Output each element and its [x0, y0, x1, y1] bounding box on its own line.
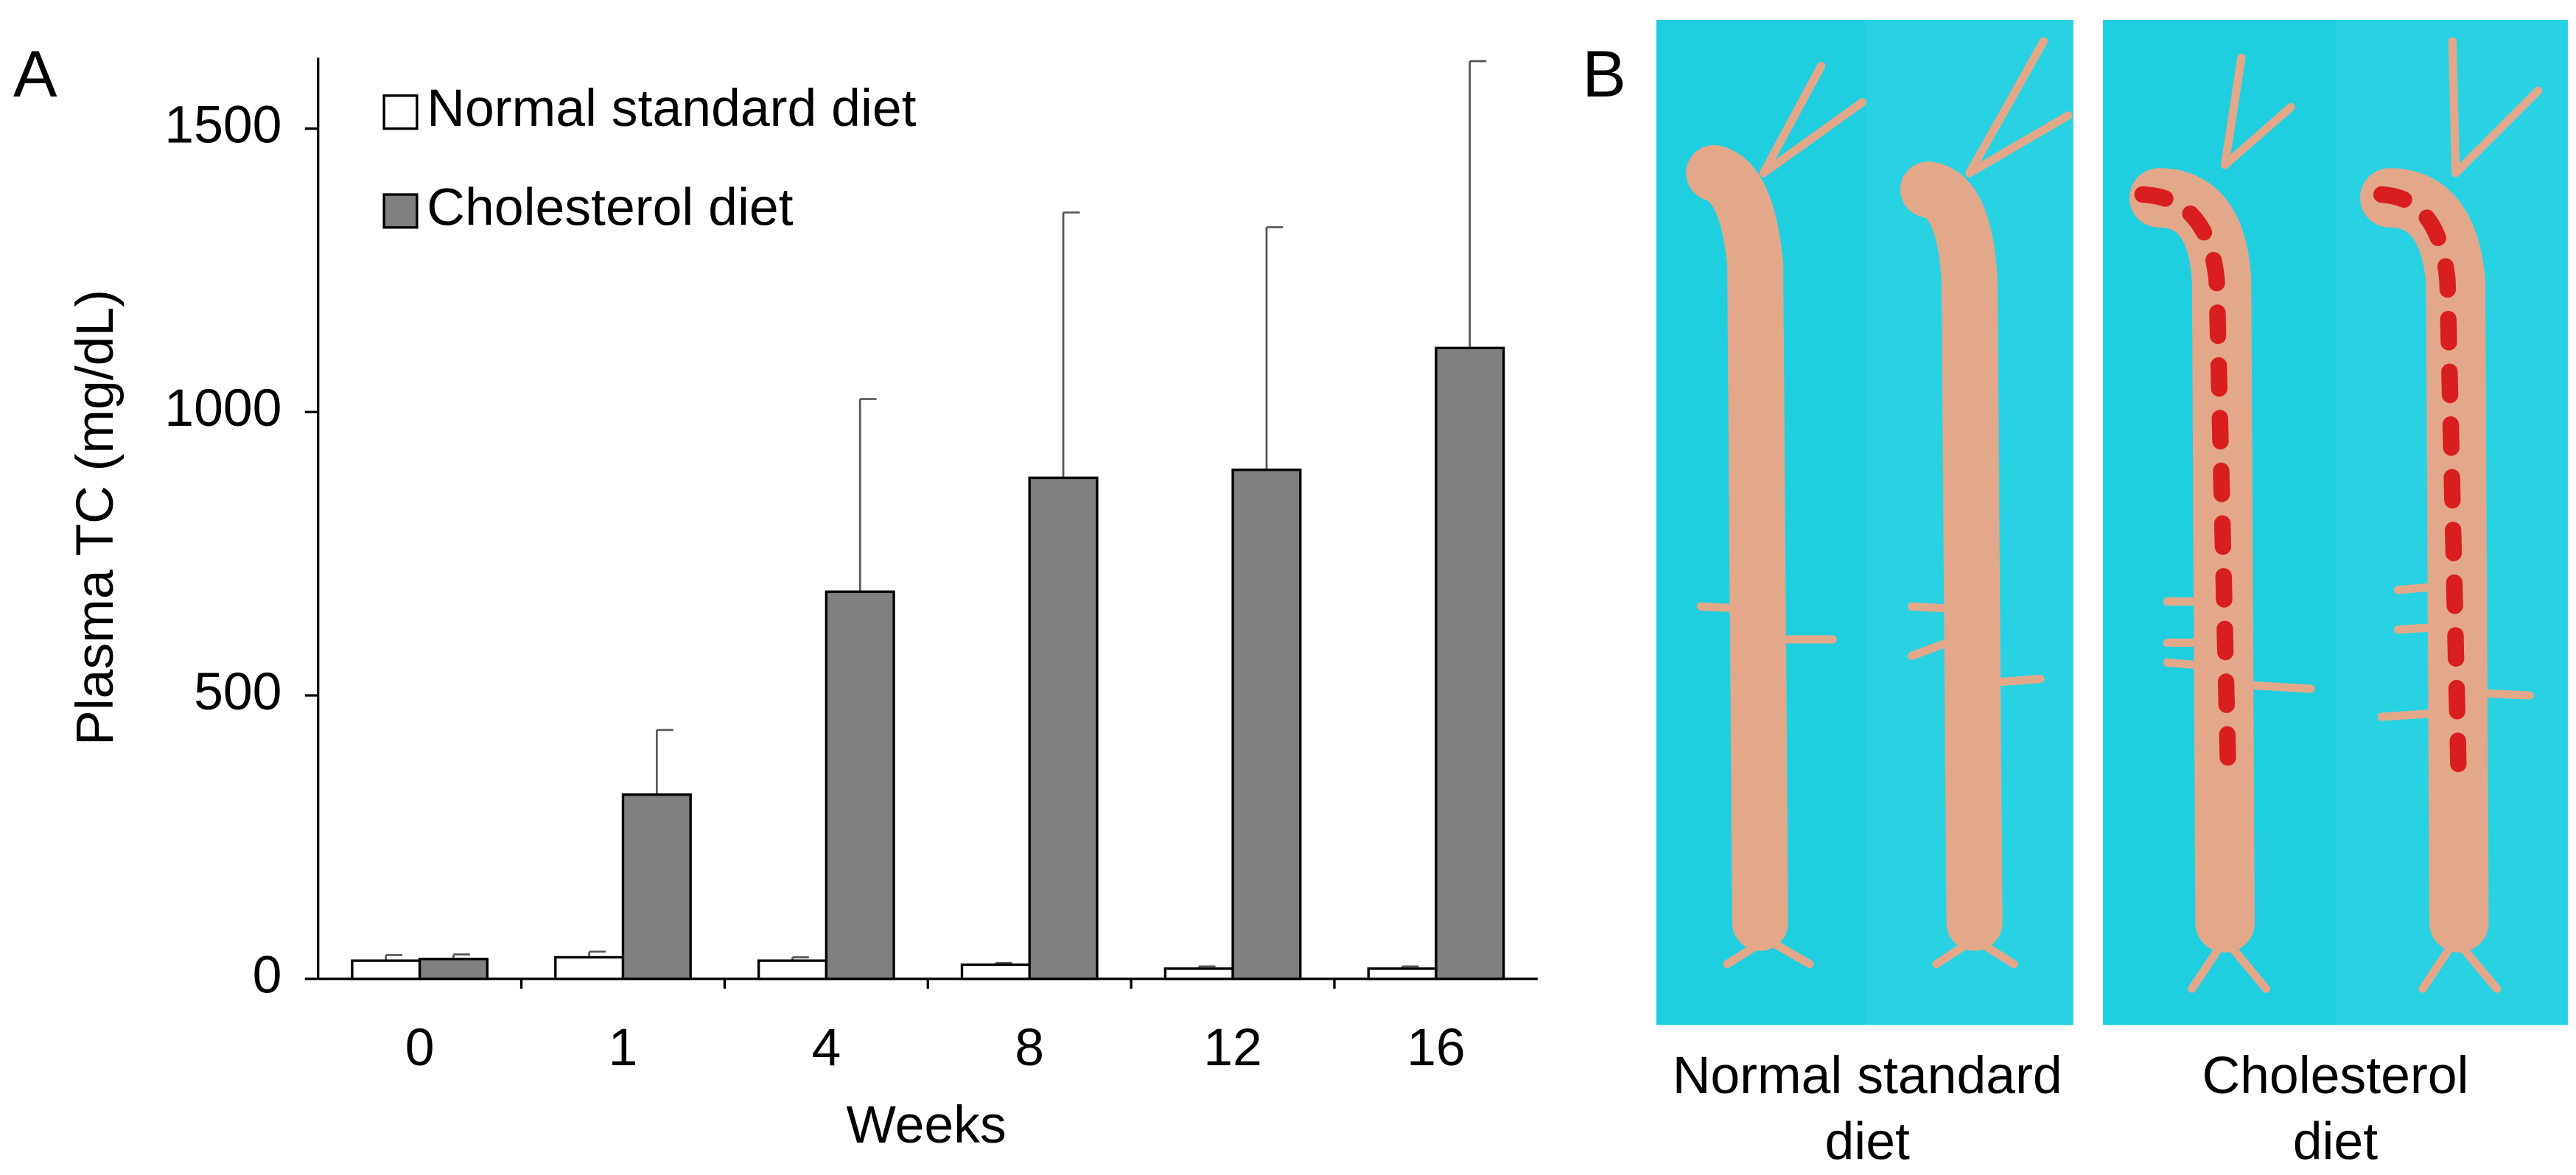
y-tick-label: 0 [253, 946, 282, 1005]
x-tick-label: 0 [405, 1018, 435, 1077]
bar [1231, 469, 1302, 981]
caption: Cholesterol [2202, 1046, 2468, 1105]
x-tick-label: 1 [609, 1018, 638, 1077]
legend-label: Normal standard diet [427, 79, 916, 138]
caption: diet [1825, 1112, 1910, 1171]
bar [825, 590, 895, 981]
caption: diet [2293, 1112, 2378, 1171]
bar [351, 959, 421, 981]
aorta-photos [1656, 19, 2568, 1025]
x-axis-label: Weeks [846, 1095, 1006, 1154]
x-tick-label: 8 [1015, 1018, 1044, 1077]
x-tick-label: 12 [1203, 1018, 1262, 1077]
y-axis-label: Plasma TC (mg/dL) [66, 290, 125, 746]
bar [1367, 967, 1438, 981]
legend-label: Cholesterol diet [427, 178, 793, 236]
bar [757, 959, 828, 981]
legend-swatch [382, 94, 419, 130]
bar [1435, 346, 1505, 981]
bar [1163, 967, 1234, 981]
y-tick-label: 1500 [164, 95, 281, 154]
bar [621, 793, 692, 981]
y-tick-label: 1000 [164, 379, 281, 438]
bar [418, 958, 489, 981]
x-tick-label: 4 [811, 1018, 841, 1077]
legend-swatch [382, 193, 419, 229]
aorta [1686, 37, 2543, 993]
panel-label: B [1582, 37, 1626, 111]
bar [960, 963, 1031, 981]
x-tick-label: 16 [1407, 1018, 1466, 1077]
panel-label: A [13, 37, 57, 111]
y-tick-label: 500 [194, 662, 281, 721]
bar [554, 955, 625, 981]
caption: Normal standard [1673, 1046, 2062, 1105]
bar [1028, 476, 1099, 981]
